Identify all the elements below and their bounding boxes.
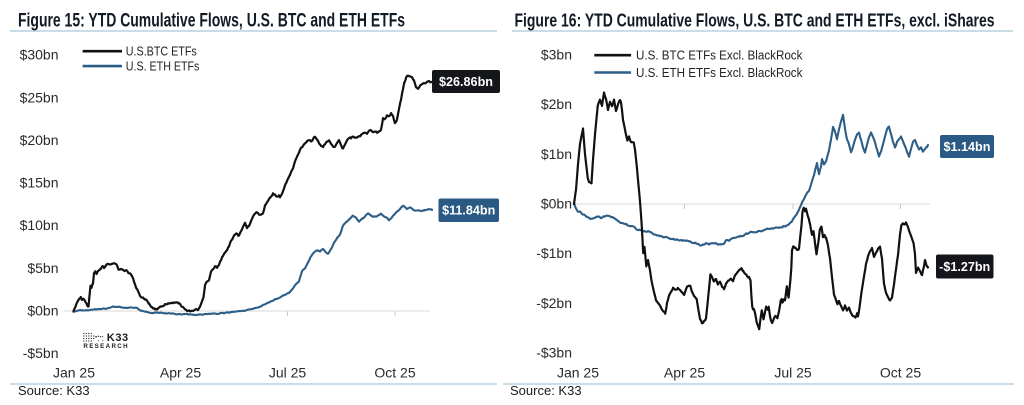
svg-text:Jul 25: Jul 25: [774, 365, 812, 381]
svg-text:$10bn: $10bn: [20, 217, 59, 233]
svg-text:$20bn: $20bn: [20, 132, 59, 148]
svg-text:-$5bn: -$5bn: [23, 345, 59, 361]
svg-text:K33: K33: [107, 332, 129, 344]
svg-text:Jul 25: Jul 25: [269, 365, 307, 381]
svg-text:Source: K33: Source: K33: [18, 383, 90, 398]
svg-text:-$1bn: -$1bn: [536, 245, 572, 261]
svg-text:$0bn: $0bn: [541, 196, 572, 212]
svg-text:$15bn: $15bn: [20, 175, 59, 191]
svg-text:Jan 25: Jan 25: [557, 365, 599, 381]
svg-text:$0bn: $0bn: [27, 303, 58, 319]
svg-text:-$3bn: -$3bn: [536, 345, 572, 361]
svg-text:Figure 16: YTD Cumulative Flow: Figure 16: YTD Cumulative Flows, U.S. BT…: [515, 9, 995, 30]
svg-text:Jan 25: Jan 25: [53, 365, 95, 381]
svg-text:$2bn: $2bn: [541, 96, 572, 112]
svg-text:$30bn: $30bn: [20, 47, 59, 63]
svg-text:Oct 25: Oct 25: [374, 365, 415, 381]
svg-text:Oct 25: Oct 25: [880, 365, 921, 381]
svg-text:RESEARCH: RESEARCH: [83, 343, 129, 350]
svg-text:$5bn: $5bn: [27, 260, 58, 276]
svg-text:-$1.27bn: -$1.27bn: [939, 260, 990, 274]
svg-text:$25bn: $25bn: [20, 89, 59, 105]
svg-text:U.S. BTC ETFs Excl. BlackRock: U.S. BTC ETFs Excl. BlackRock: [636, 48, 803, 63]
svg-text:-$2bn: -$2bn: [536, 295, 572, 311]
svg-text:$26.86bn: $26.86bn: [439, 75, 493, 89]
svg-text:Figure 15: YTD Cumulative Flow: Figure 15: YTD Cumulative Flows, U.S. BT…: [18, 10, 405, 31]
svg-text:$1.14bn: $1.14bn: [944, 140, 991, 154]
svg-text:U.S.BTC ETFs: U.S.BTC ETFs: [126, 44, 197, 59]
svg-text:$1bn: $1bn: [541, 146, 572, 162]
svg-text:U.S. ETH ETFs: U.S. ETH ETFs: [126, 58, 200, 73]
svg-text:$3bn: $3bn: [541, 46, 572, 62]
svg-text:Source: K33: Source: K33: [510, 383, 582, 398]
svg-text:$11.84bn: $11.84bn: [442, 204, 495, 218]
svg-text:U.S. ETH ETFs Excl. BlackRock: U.S. ETH ETFs Excl. BlackRock: [636, 65, 803, 80]
svg-text:Apr 25: Apr 25: [160, 365, 201, 381]
svg-text:Apr 25: Apr 25: [664, 365, 705, 381]
